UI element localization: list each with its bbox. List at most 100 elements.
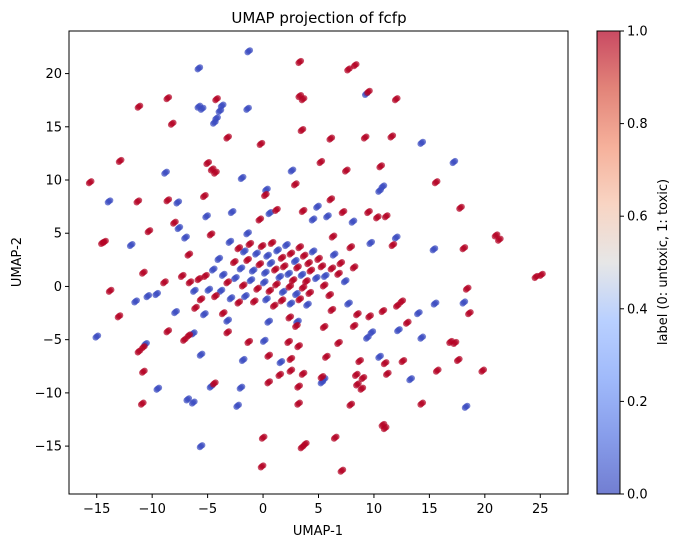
scatter-point [459, 300, 466, 307]
scatter-point [223, 318, 230, 325]
scatter-point [286, 251, 293, 258]
scatter-point [308, 249, 315, 256]
scatter-point [286, 301, 293, 308]
scatter-point [181, 235, 188, 242]
scatter-point [294, 344, 301, 351]
scatter-point [212, 97, 219, 104]
scatter-point [327, 307, 334, 315]
scatter-point [353, 312, 360, 319]
scatter-point [292, 323, 299, 331]
scatter-point [256, 141, 263, 149]
scatter-point [139, 270, 146, 277]
scatter-point [360, 135, 368, 142]
scatter-point [297, 127, 304, 135]
scatter-point [342, 168, 349, 175]
scatter-point [478, 368, 485, 375]
scatter-point [257, 244, 264, 251]
scatter-point [139, 345, 146, 352]
scatter-point [218, 311, 226, 318]
y-tick-label: −5 [43, 333, 62, 348]
colorbar-tick-label: 0.4 [627, 302, 648, 317]
scatter-point [414, 311, 421, 318]
scatter-point [277, 298, 284, 305]
scatter-point [223, 135, 230, 142]
x-axis-label: UMAP-1 [293, 524, 343, 539]
scatter-point [188, 400, 196, 407]
scatter-point [298, 208, 305, 216]
scatter-point [346, 245, 353, 252]
scatter-point [375, 188, 382, 195]
scatter-point [194, 66, 201, 73]
scatter-point [344, 67, 351, 74]
scatter-point [431, 180, 439, 187]
scatter-point [278, 289, 286, 296]
scatter-point [180, 337, 187, 344]
scatter-point [160, 280, 167, 287]
scatter-point [334, 340, 341, 348]
y-tick-label: 20 [45, 67, 62, 82]
scatter-point [287, 168, 294, 175]
x-tick-label: 0 [259, 502, 267, 517]
scatter-point [226, 296, 233, 303]
scatter-point [284, 271, 291, 278]
scatter-point [417, 401, 424, 408]
scatter-point [215, 108, 222, 116]
scatter-point [269, 303, 277, 310]
scatter-point [317, 264, 324, 271]
scatter-point [255, 262, 262, 269]
x-tick-label: −15 [83, 502, 110, 517]
scatter-point [240, 249, 247, 256]
scatter-point [204, 287, 211, 294]
scatter-point [202, 214, 209, 221]
scatter-point [284, 339, 291, 346]
scatter-point [185, 280, 192, 287]
scatter-point [294, 401, 301, 408]
scatter-point [196, 297, 203, 304]
scatter-point [131, 299, 138, 306]
scatter-point [161, 170, 168, 177]
scatter-point [276, 360, 283, 367]
scatter-point [196, 444, 203, 451]
scatter-point [200, 312, 207, 319]
scatter-point [244, 339, 251, 346]
scatter-point [249, 299, 257, 306]
scatter-point [231, 275, 238, 283]
scatter-point [272, 207, 279, 215]
scatter-point [264, 380, 271, 387]
scatter-point [218, 272, 226, 279]
colorbar: 0.0 0.2 0.4 0.6 0.8 1.0 label (0: untoxic, 1:… [596, 25, 671, 503]
colorbar-tick-label: 1.0 [627, 25, 648, 40]
scatter-point [264, 319, 271, 326]
scatter-point [210, 120, 217, 127]
y-tick-label: −15 [35, 440, 62, 455]
scatter-point [197, 106, 205, 113]
scatter-point [245, 241, 252, 249]
scatter-point [298, 97, 305, 104]
scatter-point [462, 286, 470, 293]
scatter-point [298, 285, 305, 292]
scatter-point [531, 274, 538, 282]
scatter-point [295, 297, 302, 304]
scatter-point [319, 283, 327, 290]
scatter-point [286, 356, 293, 364]
scatter-point [275, 372, 282, 379]
scatter-point [134, 104, 141, 111]
scatter-point [171, 309, 178, 317]
scatter-point [144, 229, 151, 236]
scatter-point [104, 199, 111, 206]
chart-title: UMAP projection of fcfp [231, 9, 406, 27]
scatter-point [381, 214, 389, 221]
scatter-point [265, 288, 272, 295]
scatter-point [174, 225, 181, 233]
scatter-point [203, 160, 210, 168]
scatter-point [364, 209, 371, 217]
scatter-point [338, 209, 345, 217]
x-tick-label: 5 [314, 502, 322, 517]
scatter-point [295, 59, 302, 67]
scatter-point [293, 265, 300, 272]
scatter-point [183, 397, 190, 404]
scatter-point [237, 175, 244, 183]
scatter-point [313, 204, 320, 211]
scatter-point [137, 401, 145, 408]
scatter-point [358, 375, 365, 383]
